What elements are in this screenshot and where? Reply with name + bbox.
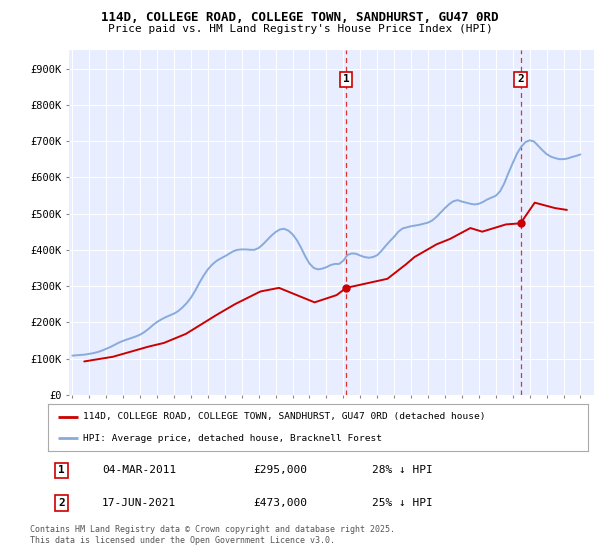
Text: 04-MAR-2011: 04-MAR-2011 <box>102 465 176 475</box>
Text: 114D, COLLEGE ROAD, COLLEGE TOWN, SANDHURST, GU47 0RD: 114D, COLLEGE ROAD, COLLEGE TOWN, SANDHU… <box>101 11 499 24</box>
Text: Price paid vs. HM Land Registry's House Price Index (HPI): Price paid vs. HM Land Registry's House … <box>107 24 493 34</box>
Text: HPI: Average price, detached house, Bracknell Forest: HPI: Average price, detached house, Brac… <box>83 434 382 443</box>
Text: £473,000: £473,000 <box>253 498 307 508</box>
Text: 25% ↓ HPI: 25% ↓ HPI <box>372 498 433 508</box>
Text: 1: 1 <box>343 74 350 85</box>
Text: 2: 2 <box>517 74 524 85</box>
Text: 2: 2 <box>58 498 65 508</box>
Text: 28% ↓ HPI: 28% ↓ HPI <box>372 465 433 475</box>
Text: 1: 1 <box>58 465 65 475</box>
Text: 17-JUN-2021: 17-JUN-2021 <box>102 498 176 508</box>
Text: £295,000: £295,000 <box>253 465 307 475</box>
Text: 114D, COLLEGE ROAD, COLLEGE TOWN, SANDHURST, GU47 0RD (detached house): 114D, COLLEGE ROAD, COLLEGE TOWN, SANDHU… <box>83 412 485 421</box>
Text: Contains HM Land Registry data © Crown copyright and database right 2025.
This d: Contains HM Land Registry data © Crown c… <box>30 525 395 545</box>
